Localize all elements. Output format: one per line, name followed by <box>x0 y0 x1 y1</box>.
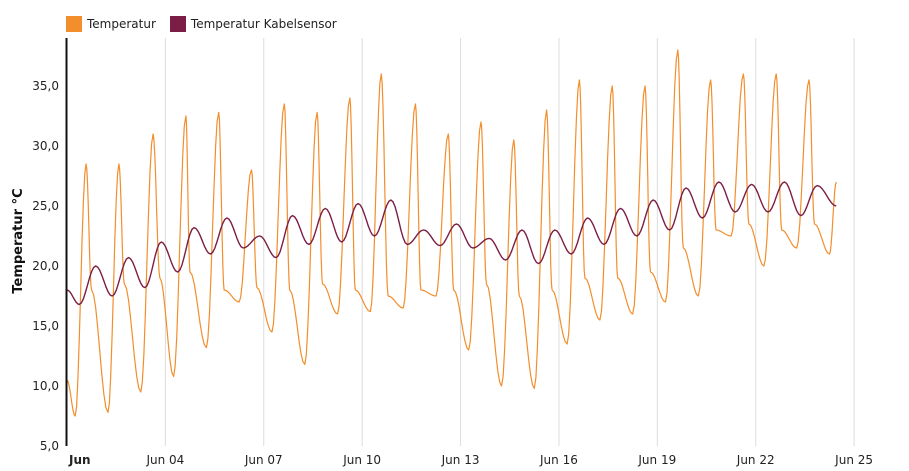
y-tick-label: 35,0 <box>32 79 59 93</box>
x-tick-label: Jun 25 <box>834 453 873 467</box>
series-lines <box>66 49 837 417</box>
x-tick-label: Jun 04 <box>145 453 184 467</box>
vertical-gridlines <box>164 38 855 446</box>
legend-item-temperatur[interactable]: Temperatur <box>66 16 156 32</box>
legend-swatch-kabelsensor <box>169 16 186 32</box>
x-tick-label: Jun 13 <box>441 453 480 467</box>
legend-item-kabelsensor[interactable]: Temperatur Kabelsensor <box>169 16 337 32</box>
y-tick-labels: 5,0 10,0 15,0 20,0 25,0 30,0 35,0 <box>32 79 59 453</box>
series-line-temperatur <box>66 49 837 417</box>
x-tick-label: Jun 19 <box>637 453 676 467</box>
y-tick-label: 10,0 <box>32 379 59 393</box>
x-tick-label: Jun 22 <box>736 453 775 467</box>
legend-label-temperatur: Temperatur <box>87 17 156 31</box>
legend: Temperatur Temperatur Kabelsensor <box>66 16 337 32</box>
y-tick-label: 15,0 <box>32 319 59 333</box>
legend-label-kabelsensor: Temperatur Kabelsensor <box>190 17 337 31</box>
series-line-kabelsensor <box>66 181 837 306</box>
x-tick-label: Jun 10 <box>342 453 381 467</box>
y-tick-label: 20,0 <box>32 259 59 273</box>
y-tick-label: 5,0 <box>40 439 59 453</box>
y-tick-label: 25,0 <box>32 199 59 213</box>
y-axis-label: Temperatur °C <box>11 188 26 293</box>
x-tick-label: Jun 16 <box>539 453 578 467</box>
x-tick-label: Jun <box>68 453 91 467</box>
x-tick-label: Jun 07 <box>244 453 283 467</box>
y-tick-label: 30,0 <box>32 139 59 153</box>
legend-swatch-temperatur <box>66 16 82 32</box>
x-tick-labels: Jun Jun 04 Jun 07 Jun 10 Jun 13 Jun 16 Jun 19 J… <box>68 453 873 467</box>
